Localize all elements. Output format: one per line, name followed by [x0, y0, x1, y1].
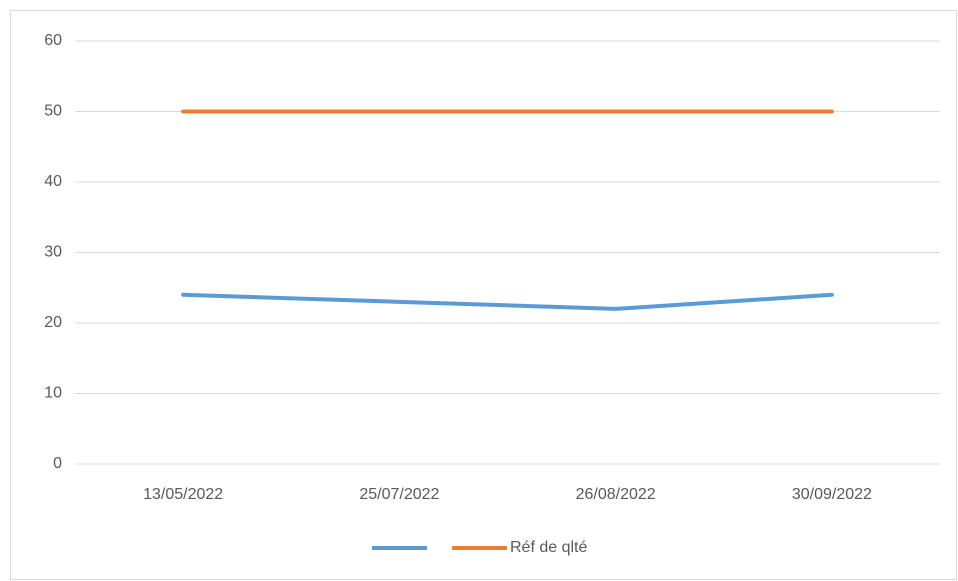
x-tick-label: 26/08/2022: [576, 486, 656, 503]
y-tick-label: 0: [53, 455, 62, 472]
x-tick-label: 25/07/2022: [359, 486, 439, 503]
y-tick-label: 60: [44, 32, 62, 49]
x-tick-label: 13/05/2022: [143, 486, 223, 503]
x-tick-label: 30/09/2022: [792, 486, 872, 503]
y-tick-label: 10: [44, 385, 62, 402]
series-line: [181, 292, 834, 311]
y-tick-label: 30: [44, 244, 62, 261]
y-tick-label: 40: [44, 173, 62, 190]
legend-label: Réf de qlté: [510, 539, 587, 556]
y-tick-label: 50: [44, 103, 62, 120]
y-tick-label: 20: [44, 314, 62, 331]
